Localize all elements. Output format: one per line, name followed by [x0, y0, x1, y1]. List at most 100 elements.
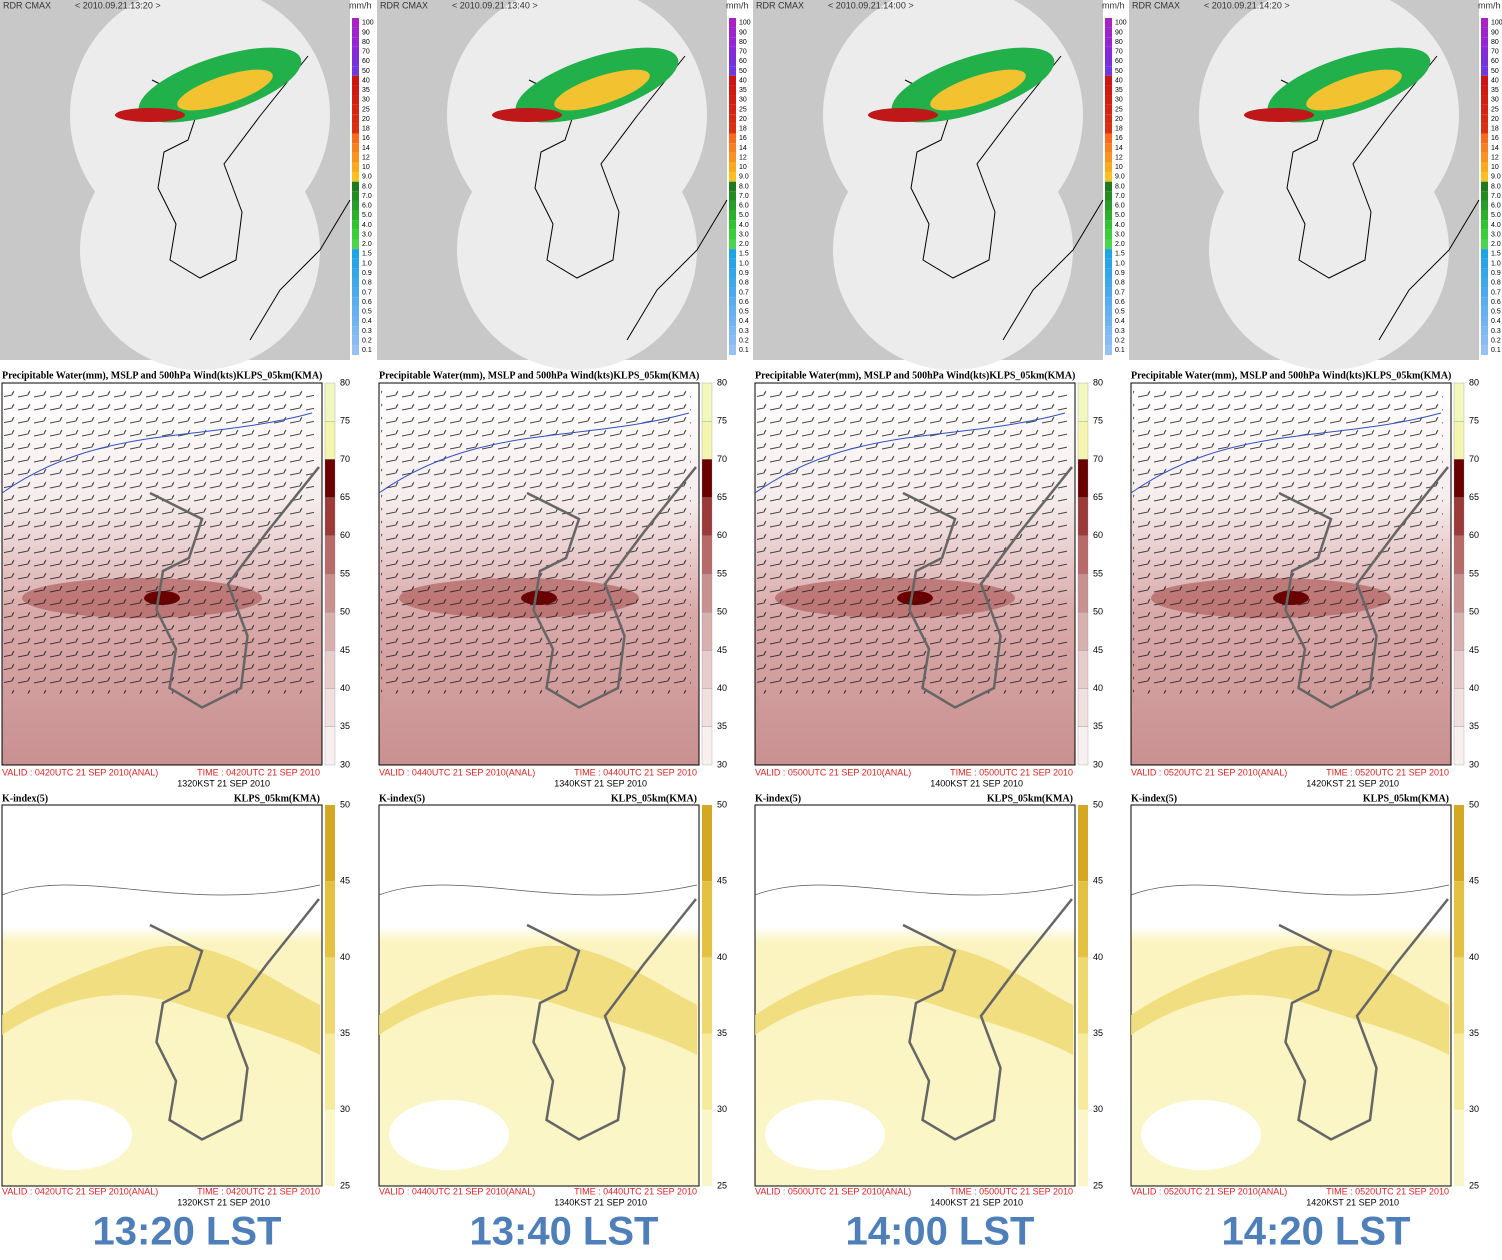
colorbar-label: 2.0	[362, 241, 372, 248]
colorbar-label: 55	[1469, 568, 1479, 578]
valid-time: VALID : 0420UTC 21 SEP 2010(ANAL)	[2, 767, 158, 777]
colorbar-segment	[701, 382, 713, 422]
colorbar-segment	[1481, 37, 1488, 47]
kindex-low	[389, 1100, 509, 1170]
colorbar-segment	[352, 162, 359, 173]
colorbar-label: 75	[340, 416, 350, 426]
colorbar-label: 50	[340, 607, 350, 617]
colorbar-segment	[1454, 1033, 1464, 1110]
colorbar-segment	[1077, 382, 1089, 422]
forecast-time: TIME : 0420UTC 21 SEP 2010	[197, 767, 320, 777]
colorbar-label: 25	[739, 106, 747, 113]
colorbar-segment	[1453, 726, 1465, 766]
colorbar-segment	[729, 277, 736, 288]
colorbar-segment	[352, 66, 359, 76]
colorbar-segment	[352, 46, 359, 57]
colorbar-label: 4.0	[739, 222, 749, 229]
colorbar-segment	[702, 1033, 712, 1110]
isobar	[754, 412, 1066, 494]
colorbar-label: 5.0	[739, 212, 749, 219]
colorbar-segment	[729, 95, 736, 105]
colorbar-segment	[352, 37, 359, 47]
colorbar-label: 40	[1469, 952, 1479, 962]
colorbar-segment	[1105, 37, 1112, 47]
colorbar-label: 45	[340, 645, 350, 655]
contour	[1, 884, 321, 896]
colorbar-label: 18	[739, 126, 747, 133]
kst-time: 1340KST 21 SEP 2010	[554, 1197, 647, 1207]
radar-unit: mm/h	[349, 0, 372, 10]
colorbar-label: 25	[1115, 106, 1123, 113]
colorbar-label: 25	[1093, 1180, 1103, 1190]
colorbar-segment	[1077, 459, 1089, 498]
colorbar-label: 0.2	[1115, 337, 1125, 344]
colorbar-label: 35	[739, 87, 747, 94]
colorbar-label: 30	[1093, 759, 1103, 769]
pw-title: Precipitable Water(mm), MSLP and 500hPa …	[755, 370, 1075, 381]
radar-product: RDR CMAX	[1132, 0, 1180, 10]
kindex-low	[12, 1100, 132, 1170]
radar-coverage	[1209, 130, 1449, 370]
coastline	[526, 898, 697, 1141]
colorbar-label: 100	[1491, 20, 1502, 27]
kindex-model: KLPS_05km(KMA)	[611, 793, 697, 804]
colorbar-segment	[1453, 688, 1465, 727]
colorbar-label: 60	[717, 530, 727, 540]
pw-title: Precipitable Water(mm), MSLP and 500hPa …	[379, 370, 699, 381]
colorbar-label: 20	[1491, 116, 1499, 123]
colorbar-label: 1.5	[362, 251, 372, 258]
colorbar-segment	[729, 220, 736, 230]
colorbar-label: 25	[717, 1180, 727, 1190]
colorbar-label: 50	[739, 68, 747, 75]
radar-time: < 2010.09.21.14:20 >	[1204, 0, 1290, 10]
time-label: 13:20 LST	[93, 1210, 282, 1254]
colorbar-label: 60	[340, 530, 350, 540]
colorbar-segment	[1105, 306, 1112, 317]
colorbar-segment	[729, 326, 736, 336]
colorbar-label: 60	[1469, 530, 1479, 540]
coastline	[902, 898, 1073, 1141]
colorbar-label: 10	[1115, 164, 1123, 171]
colorbar-segment	[729, 18, 736, 28]
colorbar-label: 0.7	[1115, 289, 1125, 296]
colorbar-segment	[1481, 306, 1488, 317]
forecast-time: TIME : 0500UTC 21 SEP 2010	[950, 767, 1073, 777]
colorbar-segment	[325, 957, 335, 1034]
colorbar-label: 80	[362, 39, 370, 46]
colorbar-label: 55	[717, 568, 727, 578]
colorbar-segment	[1105, 46, 1112, 57]
colorbar-label: 6.0	[1491, 203, 1501, 210]
colorbar-segment	[702, 881, 712, 958]
colorbar-label: 18	[362, 126, 370, 133]
colorbar-label: 35	[1093, 1028, 1103, 1038]
colorbar-label: 50	[340, 799, 350, 809]
colorbar-label: 10	[362, 164, 370, 171]
colorbar-segment	[1454, 957, 1464, 1034]
colorbar-label: 35	[1093, 721, 1103, 731]
time-label: 14:20 LST	[1222, 1210, 1411, 1254]
colorbar-label: 65	[717, 492, 727, 502]
colorbar-segment	[729, 172, 736, 182]
colorbar-segment	[729, 287, 736, 298]
colorbar-segment	[1078, 957, 1088, 1034]
colorbar-segment	[1105, 152, 1112, 163]
colorbar-segment	[325, 881, 335, 958]
colorbar-segment	[702, 957, 712, 1034]
colorbar-segment	[1454, 881, 1464, 958]
colorbar-label: 40	[362, 77, 370, 84]
colorbar-segment	[729, 104, 736, 115]
kindex-low	[1141, 1100, 1261, 1170]
kindex-title: K-index(5)	[755, 793, 801, 804]
radar-coverage	[457, 130, 697, 370]
colorbar-segment	[1078, 1033, 1088, 1110]
colorbar-segment	[701, 726, 713, 766]
colorbar-segment	[352, 297, 359, 307]
colorbar-label: 18	[1491, 126, 1499, 133]
colorbar-label: 80	[1491, 39, 1499, 46]
colorbar-label: 65	[1469, 492, 1479, 502]
colorbar-segment	[1105, 85, 1112, 96]
radar-unit: mm/h	[1102, 0, 1125, 10]
colorbar-segment	[352, 56, 359, 67]
colorbar-segment	[1105, 287, 1112, 298]
